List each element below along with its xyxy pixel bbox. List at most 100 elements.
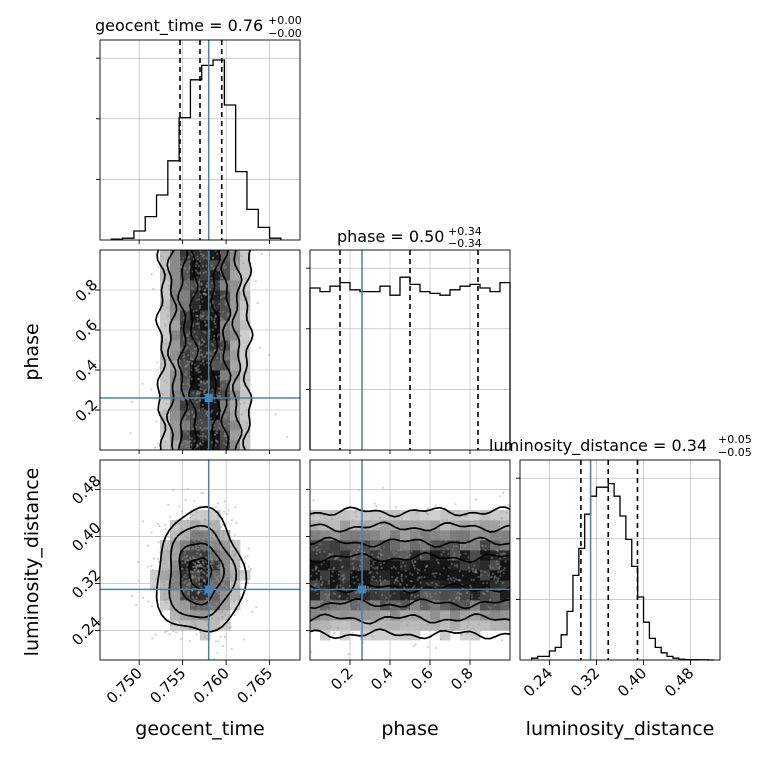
scatter-point (411, 586, 414, 589)
scatter-point (312, 548, 315, 552)
scatter-point (205, 411, 209, 414)
scatter-point (204, 289, 207, 292)
scatter-point (191, 595, 194, 599)
scatter-point (195, 552, 199, 555)
scatter-point (170, 598, 174, 601)
scatter-point (199, 314, 202, 317)
density-cell (230, 320, 241, 331)
scatter-point (475, 571, 478, 574)
density-cell (360, 560, 371, 571)
scatter-point (234, 340, 237, 344)
density-cell (240, 260, 251, 271)
x-tick-label: 0.4 (367, 664, 397, 694)
scatter-point (473, 571, 476, 574)
scatter-point (199, 442, 202, 446)
scatter-point (164, 523, 167, 526)
scatter-point (502, 529, 505, 532)
density-cell (230, 330, 241, 341)
scatter-point (210, 605, 213, 609)
scatter-point (182, 603, 186, 607)
density-cell (370, 530, 381, 541)
density-cell (220, 560, 231, 571)
scatter-point (396, 576, 399, 579)
density-cell (470, 570, 481, 581)
scatter-point (331, 517, 334, 521)
scatter-point (396, 602, 400, 606)
scatter-point (169, 515, 172, 518)
scatter-point (377, 556, 380, 559)
scatter-point (430, 536, 434, 539)
scatter-point (224, 303, 227, 306)
scatter-point (336, 584, 339, 587)
scatter-point (223, 435, 226, 438)
density-cell (330, 570, 341, 581)
scatter-point (168, 309, 172, 313)
scatter-point (196, 393, 199, 396)
scatter-point (478, 519, 481, 522)
scatter-point (310, 574, 313, 577)
scatter-point (193, 565, 196, 568)
scatter-point (195, 567, 198, 571)
density-cell (380, 580, 391, 591)
scatter-point (246, 554, 249, 557)
density-cell (200, 530, 211, 541)
scatter-point (380, 523, 383, 526)
scatter-point (230, 647, 233, 650)
scatter-point (236, 383, 239, 386)
scatter-point (333, 631, 336, 634)
scatter-point (399, 535, 403, 538)
scatter-point (398, 555, 401, 558)
scatter-point (192, 415, 195, 418)
scatter-point (224, 566, 227, 569)
scatter-point (504, 560, 507, 563)
scatter-point (199, 441, 202, 445)
scatter-point (448, 598, 451, 601)
scatter-point (176, 543, 180, 546)
scatter-point (204, 435, 207, 439)
scatter-point (375, 579, 378, 582)
scatter-point (200, 491, 203, 494)
density-cell (230, 590, 241, 601)
scatter-point (215, 375, 218, 379)
density-cell (390, 520, 401, 531)
scatter-point (183, 556, 186, 559)
scatter-point (194, 624, 197, 627)
scatter-point (185, 586, 188, 590)
scatter-point (184, 365, 187, 368)
density-cell (180, 300, 191, 311)
scatter-point (418, 576, 421, 579)
scatter-point (452, 599, 456, 602)
density-cell (450, 530, 461, 541)
scatter-point (182, 353, 185, 356)
density-cell (210, 440, 221, 450)
scatter-point (227, 549, 230, 552)
scatter-point (497, 570, 500, 574)
scatter-point (197, 409, 201, 412)
scatter-point (233, 554, 236, 557)
scatter-point (192, 561, 195, 564)
density-cell (340, 600, 351, 611)
density-cell (170, 340, 181, 351)
scatter-point (439, 533, 442, 537)
scatter-point (196, 276, 199, 279)
scatter-point (468, 570, 471, 573)
density-cell (180, 420, 191, 431)
scatter-point (489, 566, 492, 569)
density-cell (200, 330, 211, 341)
density-cell (220, 550, 231, 561)
scatter-point (189, 609, 193, 612)
scatter-point (416, 579, 419, 582)
density-cell (200, 340, 211, 351)
scatter-point (202, 540, 205, 543)
scatter-point (339, 559, 342, 562)
scatter-point (202, 363, 205, 366)
scatter-point (490, 556, 494, 560)
scatter-point (459, 553, 462, 556)
scatter-point (210, 342, 214, 346)
scatter-point (183, 609, 187, 613)
scatter-point (434, 592, 437, 595)
density-cell (180, 290, 191, 301)
scatter-point (220, 569, 224, 573)
scatter-point (404, 545, 407, 548)
scatter-point (379, 583, 383, 586)
